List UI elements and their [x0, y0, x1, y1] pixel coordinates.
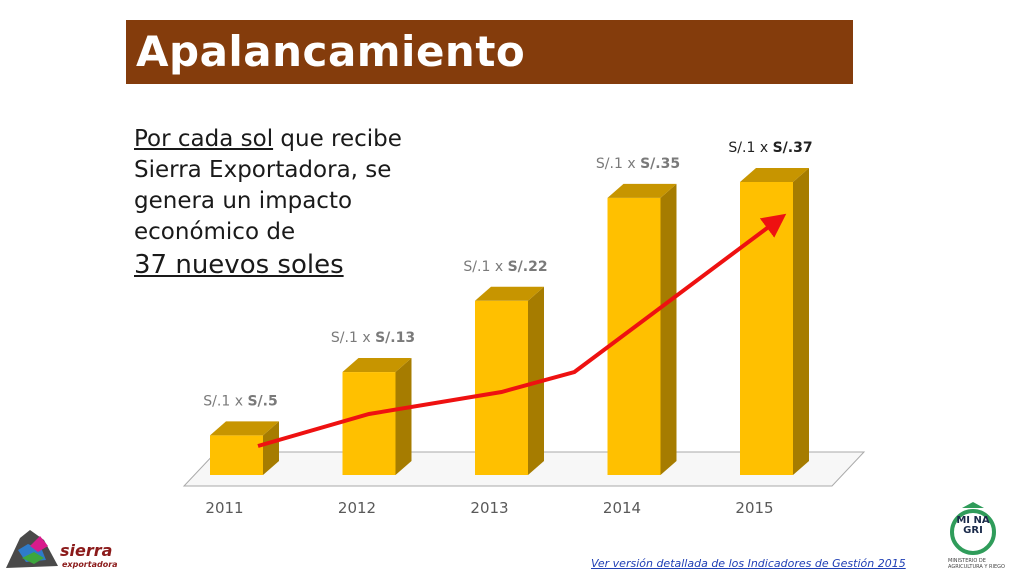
bar-top-face: [607, 183, 677, 198]
x-tick-2013: 2013: [470, 499, 508, 517]
data-label-value: S/.13: [375, 330, 415, 346]
sierra-exportadora-logo: sierra exportadora: [4, 522, 134, 576]
data-label-prefix: S/.1 x: [728, 140, 772, 156]
intro-line4: económico de: [134, 219, 296, 245]
bar-2015: [740, 168, 809, 475]
slide-title: Apalancamiento: [136, 27, 526, 76]
data-label-2014: S/.1 x S/.35: [596, 156, 680, 172]
data-label-2015: S/.1 x S/.37: [728, 140, 812, 156]
bar-front-face: [210, 435, 263, 475]
x-tick-2012: 2012: [338, 499, 376, 517]
bar-front-face: [740, 182, 793, 475]
data-label-prefix: S/.1 x: [331, 330, 375, 346]
intro-text: Por cada sol que recibe Sierra Exportado…: [134, 124, 454, 282]
bar-side-face: [263, 421, 279, 475]
title-bar: Apalancamiento: [126, 20, 853, 84]
data-label-prefix: S/.1 x: [596, 156, 640, 172]
intro-line3: genera un impacto: [134, 188, 353, 214]
bar-side-face: [793, 168, 809, 475]
bar-top-face: [342, 358, 412, 373]
indicators-report-link[interactable]: Ver versión detallada de los Indicadores…: [591, 557, 906, 570]
minagri-logo: MI NA GRI MINISTERIO DE AGRICULTURA Y RI…: [948, 502, 1005, 576]
bar-top-face: [210, 421, 279, 436]
x-tick-2015: 2015: [735, 499, 773, 517]
bar-side-face: [660, 183, 677, 476]
intro-highlight: 37 nuevos soles: [134, 250, 344, 280]
bar-front-face: [607, 197, 661, 476]
x-tick-2014: 2014: [603, 499, 641, 517]
data-label-value: S/.22: [508, 259, 548, 275]
trend-arrow: [257, 213, 787, 448]
intro-line2: Sierra Exportadora, se: [134, 157, 392, 183]
bar-side-face: [395, 358, 412, 475]
bar-front-face: [342, 372, 396, 475]
intro-underlined-phrase: Por cada sol: [134, 126, 274, 152]
bar-top-face: [740, 168, 809, 182]
bar-top-face: [475, 286, 544, 301]
sierra-wordmark: sierra: [60, 541, 113, 560]
mountain-icon: [6, 530, 58, 568]
minagri-subtitle: MINISTERIO DE AGRICULTURA Y RIEGO: [948, 558, 1005, 570]
data-label-2011: S/.1 x S/.5: [203, 393, 277, 409]
exportadora-wordmark: exportadora: [62, 560, 118, 569]
bar-2014: [607, 183, 677, 476]
minagri-mark: MI NA GRI: [956, 515, 990, 536]
data-label-prefix: S/.1 x: [203, 393, 247, 409]
data-label-value: S/.35: [640, 156, 680, 172]
minagri-emblem-icon: [950, 502, 996, 555]
data-label-value: S/.37: [773, 140, 813, 156]
bar-2012: [342, 358, 412, 475]
bar-2011: [210, 421, 279, 475]
intro-line1-rest: que recibe: [273, 126, 402, 152]
x-tick-2011: 2011: [205, 499, 243, 517]
data-label-2012: S/.1 x S/.13: [331, 330, 415, 346]
bar-2013: [475, 286, 544, 475]
data-label-value: S/.5: [247, 393, 277, 409]
data-label-2013: S/.1 x S/.22: [463, 259, 547, 275]
data-label-prefix: S/.1 x: [463, 259, 507, 275]
